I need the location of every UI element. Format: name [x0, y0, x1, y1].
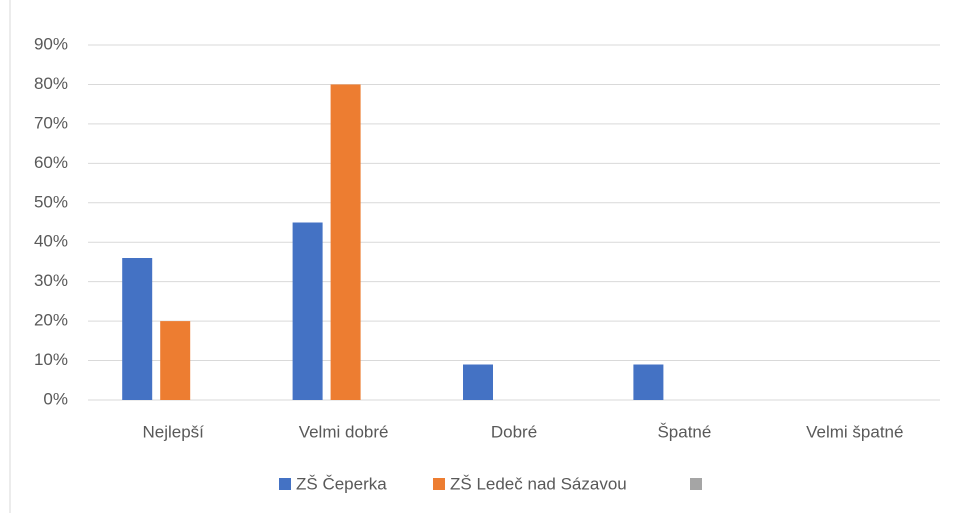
- bar: [633, 364, 664, 400]
- legend-swatch: [433, 478, 445, 490]
- legend-label: ZŠ Ledeč nad Sázavou: [450, 474, 627, 493]
- y-tick-label: 60%: [34, 153, 68, 172]
- y-tick-label: 20%: [34, 311, 68, 330]
- bar: [122, 258, 153, 400]
- x-tick-label: Velmi špatné: [806, 422, 903, 441]
- legend-swatch: [690, 478, 702, 490]
- x-tick-label: Dobré: [491, 422, 537, 441]
- bar: [292, 222, 323, 400]
- x-tick-label: Nejlepší: [142, 422, 204, 441]
- y-tick-label: 90%: [34, 34, 68, 53]
- y-tick-label: 30%: [34, 271, 68, 290]
- bar: [463, 364, 493, 400]
- bar: [160, 321, 191, 400]
- y-tick-label: 10%: [34, 350, 68, 369]
- y-tick-label: 50%: [34, 192, 68, 211]
- x-tick-label: Velmi dobré: [299, 422, 389, 441]
- y-tick-label: 0%: [43, 389, 68, 408]
- x-tick-label: Špatné: [657, 422, 711, 441]
- y-tick-label: 70%: [34, 113, 68, 132]
- legend-swatch: [279, 478, 291, 490]
- bar: [330, 84, 361, 400]
- y-tick-label: 40%: [34, 232, 68, 251]
- legend-label: ZŠ Čeperka: [296, 474, 387, 493]
- y-tick-label: 80%: [34, 74, 68, 93]
